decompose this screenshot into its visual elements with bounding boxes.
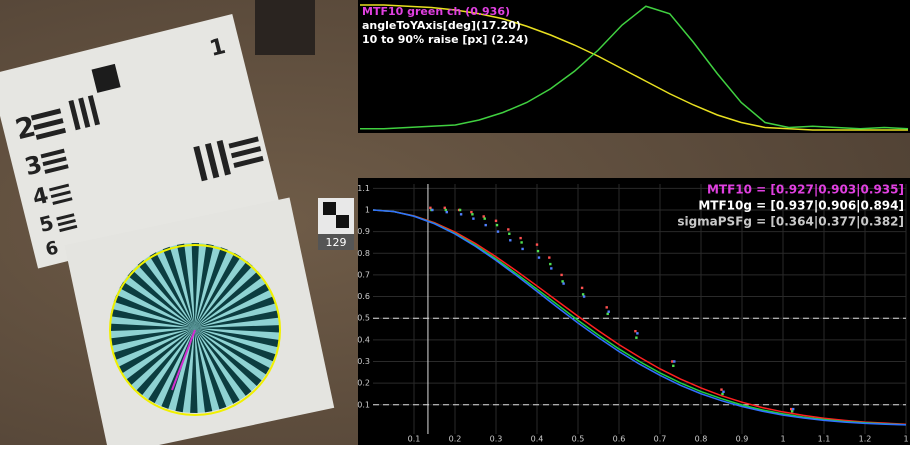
tag-mark — [323, 202, 336, 215]
page: 2 3 4 5 6 1 129 MTF10 green ch (0.936)an… — [0, 0, 910, 445]
mtf-point — [445, 209, 447, 211]
mtf-point — [483, 215, 485, 217]
x-tick-label: 0.4 — [531, 435, 544, 444]
mtf-point — [560, 274, 562, 276]
tag-mark — [336, 215, 349, 228]
mtf-point — [537, 250, 539, 252]
mtf-point — [634, 330, 636, 332]
y-tick-label: 0.2 — [357, 379, 370, 388]
mtf-point — [562, 282, 564, 284]
mtf-point — [672, 365, 674, 367]
x-tick-label: 0.2 — [449, 435, 462, 444]
x-tick-label: 0.6 — [613, 435, 626, 444]
mtf-point — [484, 217, 486, 219]
mtf-point — [431, 209, 433, 211]
annotation: MTF10 = [0.927|0.903|0.935] — [707, 183, 904, 197]
mtf-point — [496, 224, 498, 226]
y-tick-label: 0.4 — [357, 335, 370, 344]
mtf-point — [607, 313, 609, 315]
annotation: angleToYAxis[deg](17.20) — [362, 19, 521, 32]
annotation: MTF10g = [0.937|0.906|0.894] — [698, 199, 904, 213]
y-tick-label: 0.1 — [357, 400, 370, 409]
x-tick-label: 1 — [903, 435, 908, 444]
mtf-point — [444, 207, 446, 209]
mtf-point — [470, 211, 472, 213]
mtf-point — [791, 410, 793, 412]
y-tick-label: 0.6 — [357, 292, 370, 301]
mtf-point — [536, 243, 538, 245]
mtf-point — [520, 241, 522, 243]
annotation: MTF10 green ch (0.936) — [362, 5, 510, 18]
mtf-point — [497, 230, 499, 232]
mtf-point — [561, 280, 563, 282]
mtf-point — [550, 267, 552, 269]
mtf-point — [606, 306, 608, 308]
mtf-point — [508, 233, 510, 235]
screen: 2 3 4 5 6 1 129 MTF10 green ch (0.936)an… — [0, 0, 910, 445]
mtf-point — [485, 224, 487, 226]
mtf-point — [471, 213, 473, 215]
mtf-point — [509, 239, 511, 241]
mtf-point — [521, 248, 523, 250]
mtf-point — [460, 213, 462, 215]
mtf-point — [792, 408, 794, 410]
mtf-point — [507, 228, 509, 230]
y-tick-label: 0.9 — [357, 227, 370, 236]
annotation: 10 to 90% raise [px] (2.24) — [362, 33, 528, 46]
mtf-point — [472, 217, 474, 219]
mtf-point — [673, 360, 675, 362]
mtf-point — [495, 220, 497, 222]
x-tick-label: 0.8 — [695, 435, 708, 444]
x-tick-label: 0.3 — [490, 435, 503, 444]
mtf-point — [581, 287, 583, 289]
mtf-point — [635, 336, 637, 338]
tag-label: 129 — [326, 236, 347, 249]
mtf-point — [548, 256, 550, 258]
mtf-point — [549, 263, 551, 265]
mtf-point — [636, 332, 638, 334]
mtf-point — [721, 393, 723, 395]
x-tick-label: 1.2 — [859, 435, 872, 444]
y-tick-label: 0.7 — [357, 270, 370, 279]
x-tick-label: 0.9 — [736, 435, 749, 444]
mtf-point — [583, 295, 585, 297]
x-tick-label: 0.7 — [654, 435, 667, 444]
mtf-point — [608, 311, 610, 313]
x-tick-label: 1 — [780, 435, 785, 444]
mtf-point — [459, 209, 461, 211]
x-tick-label: 1.1 — [818, 435, 831, 444]
object — [255, 0, 315, 55]
mtf-point — [538, 256, 540, 258]
x-tick-label: 0.1 — [408, 435, 421, 444]
mtf-point — [429, 207, 431, 209]
y-tick-label: 0.5 — [357, 314, 370, 323]
y-tick-label: 1.1 — [357, 184, 370, 193]
mtf-point — [446, 211, 448, 213]
y-tick-label: 0.3 — [357, 357, 370, 366]
mtf-point — [519, 237, 521, 239]
mtf-point — [582, 293, 584, 295]
mtf-point — [722, 391, 724, 393]
annotation: sigmaPSFg = [0.364|0.377|0.382] — [677, 215, 904, 229]
x-tick-label: 0.5 — [572, 435, 585, 444]
y-tick-label: 1 — [365, 205, 370, 214]
y-tick-label: 0.8 — [357, 249, 370, 258]
mtf-point — [720, 388, 722, 390]
